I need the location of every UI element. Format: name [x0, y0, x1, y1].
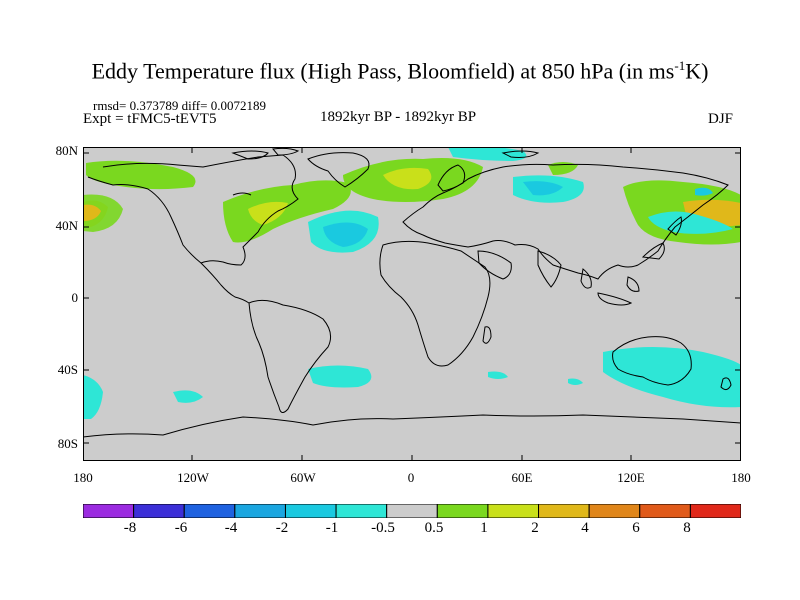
lat-label-40n: 40N — [55, 218, 78, 233]
colorbar-label: 6 — [632, 520, 640, 536]
colorbar-label: -1 — [325, 520, 339, 536]
lat-label-40s: 40S — [57, 362, 78, 377]
colorbar-label: 2 — [531, 520, 539, 536]
stats-label: rmsd= 0.373789 diff= 0.0072189 — [93, 98, 266, 113]
colorbar-swatch — [83, 504, 135, 518]
colorbar-swatch — [689, 504, 741, 518]
colorbar-swatch — [538, 504, 590, 518]
lon-label-120e: 120E — [617, 470, 645, 485]
colorbar-label: -8 — [123, 520, 137, 536]
lat-label-80s: 80S — [57, 436, 78, 451]
colorbar-swatch — [588, 504, 641, 518]
colorbar-label: 1 — [480, 520, 488, 536]
coastlines — [83, 147, 741, 438]
period-label: 1892kyr BP - 1892kyr BP — [320, 109, 477, 125]
lon-label-60e: 60E — [511, 470, 533, 485]
negative-anomaly-regions — [83, 147, 741, 419]
colorbar-swatch — [183, 504, 236, 518]
colorbar-label: 8 — [683, 520, 691, 536]
colorbar-swatch — [234, 504, 286, 518]
lon-label-60w: 60W — [290, 470, 316, 485]
lon-label-180w: 180 — [73, 470, 93, 485]
season-label: DJF — [708, 111, 734, 127]
colorbar-label: -0.5 — [371, 520, 395, 536]
colorbar-swatch — [133, 504, 185, 518]
colorbar-label: 4 — [581, 520, 589, 536]
colorbar — [83, 504, 741, 518]
lat-label-0: 0 — [71, 290, 79, 305]
colorbar-swatch — [386, 504, 438, 518]
colorbar-label: -4 — [224, 520, 238, 536]
colorbar-label: 0.5 — [424, 520, 444, 536]
positive-anomaly-regions — [83, 158, 741, 245]
colorbar-swatch — [639, 504, 691, 518]
lon-label-120w: 120W — [177, 470, 209, 485]
colorbar-swatch — [487, 504, 540, 518]
colorbar-label: -6 — [174, 520, 188, 536]
colorbar-swatch — [436, 504, 489, 518]
flux-map — [83, 147, 741, 461]
lon-label-180e: 180 — [731, 470, 751, 485]
colorbar-swatch — [335, 504, 388, 518]
experiment-label: Expt = tFMC5-tEVT5 — [83, 111, 217, 127]
lon-label-0: 0 — [407, 470, 415, 485]
colorbar-label: -2 — [275, 520, 289, 536]
colorbar-swatch — [284, 504, 337, 518]
chart-title: Eddy Temperature flux (High Pass, Bloomf… — [91, 58, 709, 84]
lat-label-80n: 80N — [55, 143, 78, 158]
map-ticks — [83, 147, 741, 461]
